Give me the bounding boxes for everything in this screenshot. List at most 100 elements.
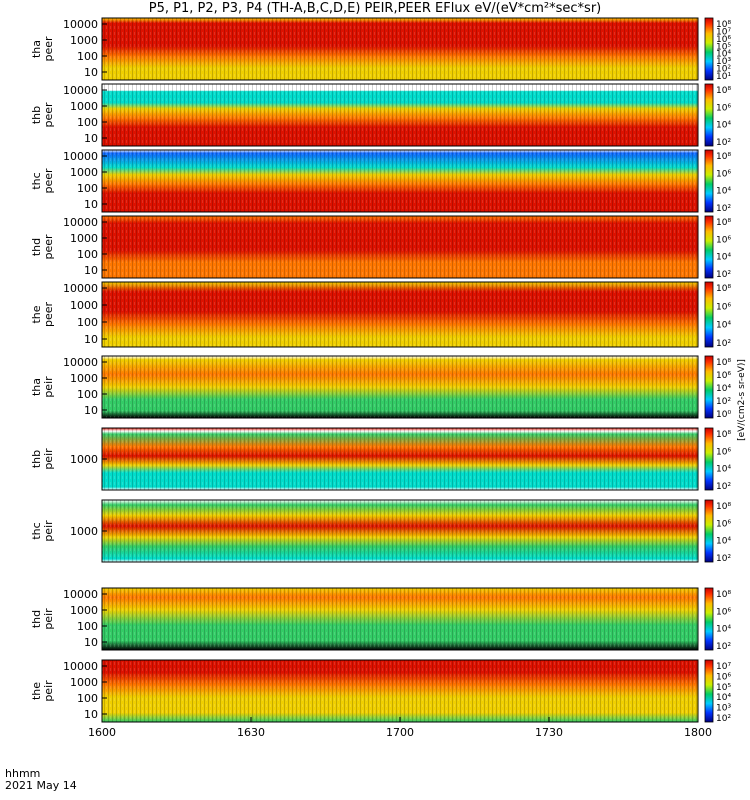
colorbar-tick-label: 10⁴ (716, 384, 731, 394)
y-tick-label: 1000 (70, 166, 98, 179)
colorbar-tick-label: 10⁶ (716, 607, 731, 617)
colorbar-tick-label: 10⁶ (716, 302, 731, 312)
colorbar-the-peer (704, 281, 714, 348)
colorbar-tick-label: 10⁶ (716, 672, 731, 682)
probe-label: thd (30, 238, 43, 256)
colorbar-tick-label: 10⁸ (716, 218, 731, 228)
time-axis-label: hhmm (5, 767, 41, 780)
y-tick-label: 10000 (63, 660, 98, 673)
colorbar-thb-peir (704, 427, 714, 491)
y-tick-label: 10000 (63, 216, 98, 229)
y-tick-label: 100 (77, 50, 98, 63)
colorbar-tick-label: 10⁴ (716, 253, 731, 263)
colorbar-tick-label: 10⁵ (716, 683, 731, 693)
colorbar-tick-label: 10⁷ (716, 27, 731, 37)
x-tick-label: 1600 (88, 726, 116, 739)
species-label: peer (42, 102, 55, 128)
y-tick-label: 100 (77, 248, 98, 261)
panel-thd-peir: 10000 1000 100 10 thd peir 10⁸ 10⁶ 10⁴ 10² (30, 587, 731, 652)
y-tick-label: 100 (77, 116, 98, 129)
panel-thc-peir: 1000 thc peir 10⁸ 10⁶ 10⁴ 10² (30, 499, 731, 564)
species-label: peir (42, 448, 55, 470)
y-tick-label: 10000 (63, 588, 98, 601)
y-tick-label: 100 (77, 620, 98, 633)
y-tick-label: 1000 (70, 676, 98, 689)
colorbar-tick-label: 10⁶ (716, 447, 731, 457)
colorbar-the-peir (704, 659, 714, 723)
y-tick-label: 10 (84, 264, 98, 277)
species-label: peir (42, 680, 55, 702)
colorbar-tick-label: 10⁸ (716, 20, 731, 30)
colorbar-tick-label: 10² (716, 554, 731, 564)
y-tick-label: 10 (84, 636, 98, 649)
probe-label: tha (30, 40, 43, 58)
species-label: peer (42, 302, 55, 328)
x-tick-label: 1800 (684, 726, 712, 739)
probe-label: thc (30, 172, 43, 189)
y-tick-label: 1000 (70, 299, 98, 312)
species-label: peir (42, 608, 55, 630)
probe-label: tha (30, 378, 43, 396)
colorbar-thc-peir (704, 499, 714, 563)
y-tick-label: 10 (84, 333, 98, 346)
texture-thd-peer (102, 216, 698, 278)
frame-thd-peir (101, 587, 699, 651)
y-tick-label: 10 (84, 66, 98, 79)
y-tick-label: 1000 (70, 453, 98, 466)
y-tick-label: 10 (84, 404, 98, 417)
probe-label: thd (30, 610, 43, 628)
colorbar-tick-label: 10⁴ (716, 187, 731, 197)
texture-tha-peer (102, 18, 698, 80)
colorbar-tick-label: 10² (716, 339, 731, 349)
colorbar-tha-peir (704, 355, 714, 419)
y-tick-label: 1000 (70, 525, 98, 538)
colorbar-tick-label: 10² (716, 138, 731, 148)
x-tick-label: 1630 (237, 726, 265, 739)
texture-the-peir (102, 660, 698, 722)
frame-thb-peer (101, 83, 699, 147)
x-tick-label: 1730 (535, 726, 563, 739)
y-tick-label: 10 (84, 708, 98, 721)
y-tick-label: 10000 (63, 18, 98, 31)
colorbar-tick-label: 10⁸ (716, 358, 731, 368)
colorbar-tick-label: 10³ (716, 57, 731, 67)
texture-thc-peer (102, 150, 698, 212)
y-tick-label: 1000 (70, 34, 98, 47)
colorbar-tick-label: 10² (716, 397, 731, 407)
y-tick-label: 100 (77, 692, 98, 705)
species-label: peer (42, 36, 55, 62)
colorbar-tick-label: 10² (716, 642, 731, 652)
colorbar-tick-label: 10⁴ (716, 121, 731, 131)
y-tick-label: 100 (77, 316, 98, 329)
colorbar-thd-peer (704, 215, 714, 279)
colorbar-tick-label: 10⁸ (716, 502, 731, 512)
texture-thb-peer (102, 84, 698, 146)
probe-label: the (30, 305, 43, 323)
texture-thd-peir (102, 588, 698, 650)
y-tick-label: 1000 (70, 604, 98, 617)
colorbar-tick-label: 10⁴ (716, 50, 731, 60)
frame-thd-peer (101, 215, 699, 279)
texture-thc-peir (102, 500, 698, 562)
frame-tha-peer (101, 17, 699, 81)
probe-label: thb (30, 106, 43, 124)
y-tick-label: 1000 (70, 100, 98, 113)
colorbar-tick-label: 10⁸ (716, 590, 731, 600)
probe-label: thc (30, 522, 43, 539)
panel-the-peer: 10000 1000 100 10 the peer 10⁸ 10⁶ 10⁴ 10² (30, 281, 731, 349)
species-label: peir (42, 520, 55, 542)
date-label: 2021 May 14 (5, 779, 77, 792)
y-tick-label: 10000 (63, 282, 98, 295)
colorbar-tick-label: 10⁴ (716, 465, 731, 475)
y-tick-label: 10000 (63, 356, 98, 369)
y-tick-label: 10 (84, 132, 98, 145)
colorbar-tick-label: 10² (716, 270, 731, 280)
panel-thb-peer: 10000 1000 100 10 thb peer 10⁸ 10⁶ 10⁴ 10² (30, 83, 731, 148)
y-tick-label: 1000 (70, 372, 98, 385)
y-tick-label: 100 (77, 182, 98, 195)
texture-thb-peir (102, 428, 698, 490)
colorbar-tick-label: 10⁴ (716, 321, 731, 331)
colorbar-tick-label: 10² (716, 482, 731, 492)
